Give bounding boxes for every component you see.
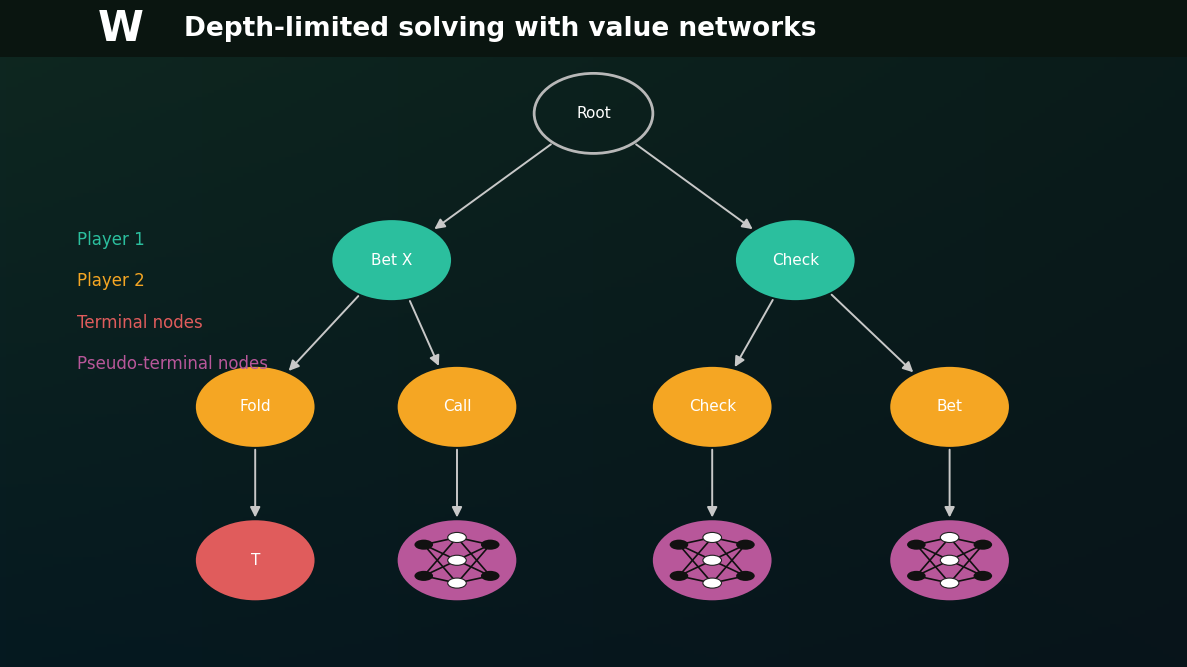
Ellipse shape xyxy=(669,571,688,581)
Ellipse shape xyxy=(940,555,959,566)
Ellipse shape xyxy=(481,571,500,581)
Ellipse shape xyxy=(907,540,926,550)
Ellipse shape xyxy=(736,571,755,581)
Text: Player 2: Player 2 xyxy=(77,273,145,290)
Text: Depth-limited solving with value networks: Depth-limited solving with value network… xyxy=(184,16,817,41)
Ellipse shape xyxy=(447,555,466,566)
Ellipse shape xyxy=(890,520,1009,600)
Text: Bet X: Bet X xyxy=(372,253,412,267)
Text: W: W xyxy=(97,8,144,49)
Bar xyxy=(0,0,1187,57)
Text: Root: Root xyxy=(576,106,611,121)
Ellipse shape xyxy=(447,578,466,588)
Ellipse shape xyxy=(907,571,926,581)
Text: Check: Check xyxy=(772,253,819,267)
Text: Player 1: Player 1 xyxy=(77,231,145,249)
Text: Pseudo-terminal nodes: Pseudo-terminal nodes xyxy=(77,356,268,373)
Ellipse shape xyxy=(196,367,315,447)
Ellipse shape xyxy=(973,540,992,550)
Text: Terminal nodes: Terminal nodes xyxy=(77,314,203,331)
Ellipse shape xyxy=(736,540,755,550)
Ellipse shape xyxy=(398,520,516,600)
Ellipse shape xyxy=(940,532,959,542)
Text: Call: Call xyxy=(443,400,471,414)
Ellipse shape xyxy=(447,532,466,542)
Ellipse shape xyxy=(196,520,315,600)
Ellipse shape xyxy=(940,578,959,588)
Text: Fold: Fold xyxy=(240,400,271,414)
Ellipse shape xyxy=(653,367,772,447)
Ellipse shape xyxy=(736,220,855,300)
Ellipse shape xyxy=(332,220,451,300)
Ellipse shape xyxy=(703,578,722,588)
Ellipse shape xyxy=(890,367,1009,447)
Ellipse shape xyxy=(653,520,772,600)
Ellipse shape xyxy=(481,540,500,550)
Ellipse shape xyxy=(414,540,433,550)
Ellipse shape xyxy=(414,571,433,581)
Ellipse shape xyxy=(398,367,516,447)
Ellipse shape xyxy=(703,532,722,542)
Ellipse shape xyxy=(669,540,688,550)
Text: Check: Check xyxy=(688,400,736,414)
Text: T: T xyxy=(250,553,260,568)
Ellipse shape xyxy=(973,571,992,581)
Ellipse shape xyxy=(703,555,722,566)
Text: Bet: Bet xyxy=(937,400,963,414)
